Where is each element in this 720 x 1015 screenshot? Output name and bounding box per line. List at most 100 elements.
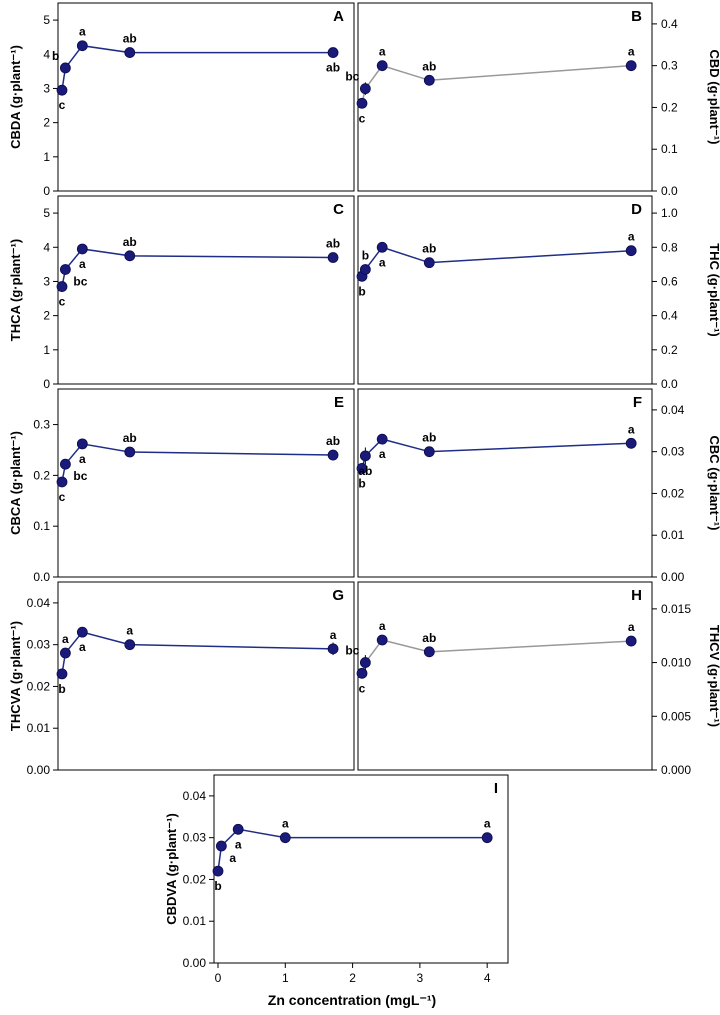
data-point	[232, 823, 244, 835]
significance-label: b	[58, 682, 65, 696]
significance-label: c	[359, 111, 366, 125]
y-tick-label: 0.03	[183, 831, 207, 845]
significance-label: b	[214, 879, 221, 893]
data-point	[376, 433, 388, 445]
data-point	[59, 264, 71, 275]
data-point	[327, 252, 339, 263]
significance-label: a	[484, 817, 491, 831]
data-point	[212, 865, 224, 877]
panel-a: 0 1 2 3 4 5 CBDA (g·plant⁻¹) Ac b a ab ab	[8, 2, 355, 198]
y-tick-label: 0.1	[661, 142, 678, 156]
y-tick-label: 2	[43, 309, 50, 323]
y-tick-label: 0.00	[183, 956, 207, 970]
panel-frame	[213, 774, 509, 964]
panel-frame	[357, 581, 653, 771]
y-tick-label: 3	[43, 274, 50, 288]
data-point	[59, 647, 71, 659]
significance-label: a	[628, 422, 635, 436]
panel-letter: A	[333, 8, 344, 25]
y-tick-label: 0.005	[661, 709, 691, 723]
data-point	[327, 47, 339, 58]
y-tick-label: 0.04	[27, 596, 51, 610]
data-point	[76, 243, 88, 255]
significance-label: a	[126, 624, 133, 638]
significance-label: bc	[73, 469, 87, 483]
significance-label: ab	[123, 431, 137, 445]
data-point	[59, 458, 71, 470]
significance-label: b	[358, 476, 365, 490]
significance-label: c	[359, 681, 366, 695]
panel-frame	[57, 581, 355, 771]
data-point	[327, 449, 339, 461]
y-tick-label: 4	[43, 240, 50, 254]
y-tick-label: 0.1	[33, 519, 50, 533]
significance-label: ab	[422, 431, 436, 445]
y-tick-label: 0.4	[661, 17, 678, 31]
significance-label: a	[628, 620, 635, 634]
data-point	[423, 446, 435, 458]
significance-label: bc	[345, 70, 359, 84]
data-point	[76, 438, 88, 450]
data-point	[423, 74, 435, 86]
y-tick-label: 0.015	[661, 602, 691, 616]
y-axis-label: THCVA (g·plant⁻¹)	[8, 621, 23, 731]
data-point	[376, 60, 388, 72]
significance-label: c	[59, 295, 66, 309]
data-point	[625, 437, 637, 449]
panel-g: 0.00 0.01 0.02 0.03 0.04 THCVA (g·plant⁻¹) Gb a…	[8, 581, 355, 777]
significance-label: ab	[422, 242, 436, 256]
panel-letter: C	[333, 201, 344, 218]
panel-letter: B	[631, 8, 642, 25]
panel-letter: E	[334, 394, 344, 411]
y-tick-label: 0.04	[183, 789, 207, 803]
data-point	[124, 446, 136, 458]
y-tick-label: 1	[43, 343, 50, 357]
y-tick-label: 0.00	[661, 570, 685, 584]
series-line	[361, 438, 632, 469]
significance-label: a	[282, 817, 289, 831]
y-tick-label: 0.01	[183, 914, 207, 928]
significance-label: a	[79, 640, 86, 654]
data-point	[625, 245, 637, 257]
y-tick-label: 5	[43, 13, 50, 27]
series-line	[361, 639, 632, 674]
panel-frame	[57, 2, 355, 192]
significance-label: c	[59, 490, 66, 504]
y-tick-label: 0	[43, 184, 50, 198]
y-tick-label: 0.02	[183, 872, 207, 886]
data-point	[59, 62, 71, 74]
y-tick-label: 0.0	[661, 377, 678, 391]
y-axis-label: CBC (g·plant⁻¹)	[707, 436, 720, 531]
y-tick-label: 0.00	[27, 763, 51, 777]
y-tick-label: 0.02	[27, 679, 51, 693]
x-tick-label: 3	[417, 971, 424, 985]
data-point	[76, 626, 88, 638]
y-axis-label: CBD (g·plant⁻¹)	[707, 50, 720, 145]
series-line	[361, 246, 632, 277]
significance-label: a	[79, 452, 86, 466]
data-point	[279, 832, 291, 844]
y-tick-label: 0	[43, 377, 50, 391]
y-axis-label: CBCA (g·plant⁻¹)	[8, 431, 23, 535]
data-point	[356, 667, 368, 679]
y-axis-label: THCA (g·plant⁻¹)	[8, 239, 23, 341]
panel-frame	[57, 195, 355, 385]
data-point	[359, 83, 371, 95]
x-tick-label: 0	[215, 971, 222, 985]
panel-h: 0.000 0.005 0.010 0.015 THCV (g·plant⁻¹) Hc bc…	[345, 581, 720, 777]
series-line	[361, 64, 632, 104]
panel-letter: H	[631, 587, 642, 604]
significance-label: a	[62, 632, 69, 646]
significance-label: a	[379, 619, 386, 633]
significance-label: ab	[422, 631, 436, 645]
y-tick-label: 0.3	[33, 418, 50, 432]
data-point	[215, 840, 227, 852]
data-point	[376, 634, 388, 646]
series-line	[61, 443, 334, 483]
significance-label: a	[330, 628, 337, 642]
data-point	[625, 60, 637, 72]
significance-label: a	[229, 851, 236, 865]
